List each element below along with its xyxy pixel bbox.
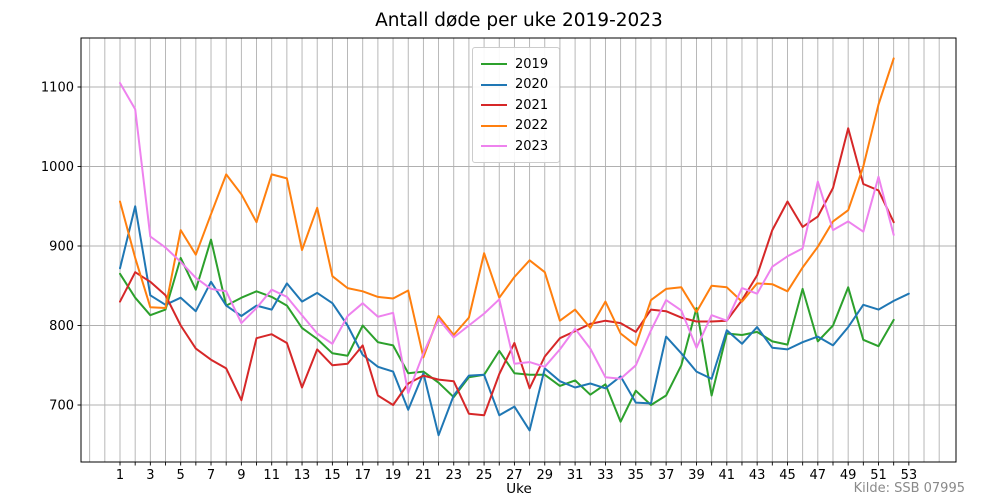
legend-item-2020: 2020 — [481, 75, 551, 96]
x-tick-label: 33 — [597, 468, 614, 483]
x-tick-label: 15 — [324, 468, 341, 483]
legend: 2019 2020 2021 2022 2023 — [472, 47, 560, 163]
plot-border — [80, 37, 957, 463]
series-line-2022 — [119, 57, 895, 359]
x-tick-label: 1 — [116, 468, 124, 483]
series-line-2023 — [119, 82, 895, 395]
x-axis-title: Uke — [506, 481, 532, 497]
legend-item-2023: 2023 — [481, 136, 551, 157]
x-tick-label: 25 — [476, 468, 493, 483]
x-tick-label: 9 — [237, 468, 245, 483]
x-tick-label: 3 — [146, 468, 154, 483]
y-tick-label: 1000 — [41, 160, 74, 175]
legend-item-2021: 2021 — [481, 95, 551, 116]
x-tick-label: 49 — [840, 468, 857, 483]
x-tick-label: 13 — [294, 468, 311, 483]
legend-label: 2019 — [515, 56, 549, 72]
x-tick-label: 11 — [263, 468, 280, 483]
series-line-2020 — [119, 205, 910, 437]
legend-label: 2021 — [515, 97, 549, 113]
legend-item-2019: 2019 — [481, 54, 551, 75]
chart-title: Antall døde per uke 2019-2023 — [375, 10, 663, 31]
x-tick-label: 21 — [415, 468, 432, 483]
legend-label: 2022 — [515, 118, 549, 134]
x-tick-label: 47 — [810, 468, 827, 483]
x-tick-label: 5 — [177, 468, 185, 483]
x-tick-label: 39 — [688, 468, 705, 483]
x-tick-label: 7 — [207, 468, 215, 483]
x-tick-label: 17 — [354, 468, 371, 483]
x-tick-label: 19 — [385, 468, 402, 483]
y-tick-label: 900 — [49, 240, 74, 255]
x-tick-label: 27 — [506, 468, 523, 483]
x-tick-label: 37 — [658, 468, 675, 483]
x-tick-label: 35 — [628, 468, 645, 483]
y-tick-label: 1100 — [41, 81, 74, 96]
x-tick-label: 29 — [536, 468, 553, 483]
legend-item-2022: 2022 — [481, 116, 551, 137]
legend-line-swatch — [481, 104, 507, 107]
x-tick-label: 23 — [445, 468, 462, 483]
x-tick-label: 43 — [749, 468, 766, 483]
source-note: Kilde: SSB 07995 — [853, 481, 965, 496]
x-tick-label: 51 — [870, 468, 887, 483]
legend-line-swatch — [481, 124, 507, 127]
y-tick-label: 800 — [49, 319, 74, 334]
legend-label: 2020 — [515, 77, 549, 93]
legend-label: 2023 — [515, 138, 549, 154]
legend-line-swatch — [481, 145, 507, 148]
legend-line-swatch — [481, 63, 507, 66]
y-tick-label: 700 — [49, 399, 74, 414]
x-tick-label: 53 — [901, 468, 918, 483]
legend-line-swatch — [481, 83, 507, 86]
x-tick-label: 31 — [567, 468, 584, 483]
x-tick-label: 45 — [779, 468, 796, 483]
x-tick-label: 41 — [719, 468, 736, 483]
series-line-2021 — [119, 127, 895, 417]
